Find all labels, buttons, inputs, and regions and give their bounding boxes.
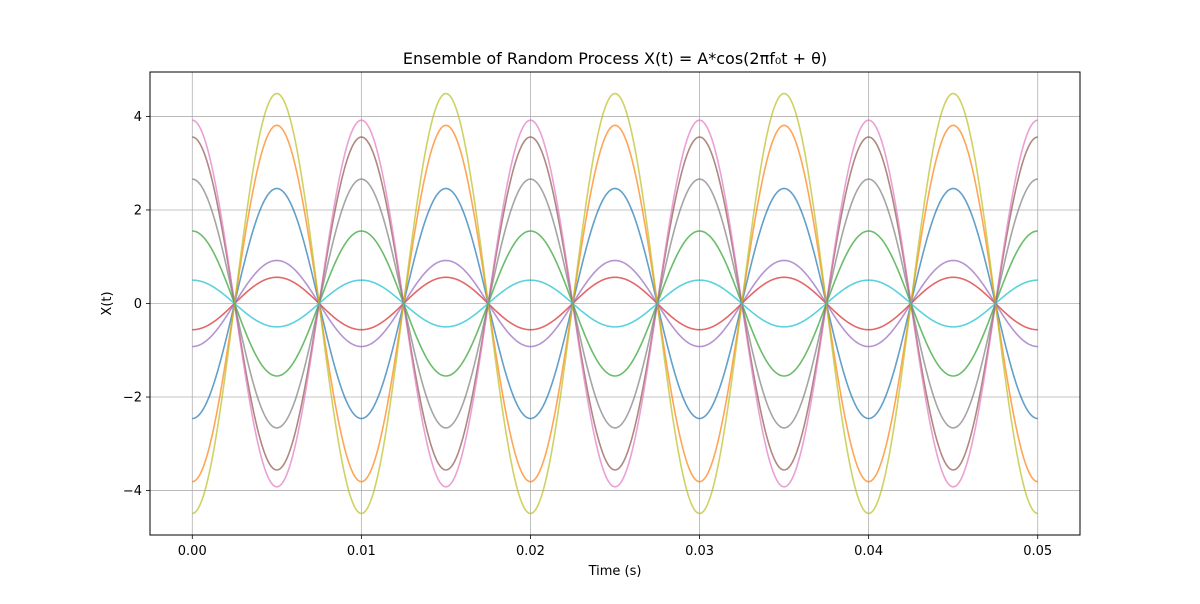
series-line-2 xyxy=(192,124,1038,483)
x-tick-label: 0.03 xyxy=(685,544,714,559)
series-line-3 xyxy=(192,230,1038,377)
series-line-1 xyxy=(192,187,1038,420)
series-line-4 xyxy=(192,276,1038,331)
x-tick-label: 0.01 xyxy=(347,544,376,559)
series-line-5 xyxy=(192,259,1038,348)
axis-ticks: 0.00 0.01 0.02 0.03 0.04 0.05 −4 −2 0 2 4 xyxy=(123,110,1052,559)
series-line-8 xyxy=(192,178,1038,429)
series-line-6 xyxy=(192,136,1038,471)
y-tick-label: 4 xyxy=(134,110,142,125)
x-tick-label: 0.00 xyxy=(178,544,207,559)
series-line-10 xyxy=(192,279,1038,328)
chart-title: Ensemble of Random Process X(t) = A*cos(… xyxy=(403,49,827,68)
y-tick-label: −2 xyxy=(123,391,142,406)
x-axis-label: Time (s) xyxy=(588,564,642,579)
y-tick-label: 0 xyxy=(134,297,142,312)
x-tick-label: 0.05 xyxy=(1023,544,1052,559)
y-axis-label: X(t) xyxy=(100,291,115,315)
y-tick-label: −4 xyxy=(123,484,142,499)
x-tick-label: 0.02 xyxy=(516,544,545,559)
x-tick-label: 0.04 xyxy=(854,544,883,559)
series-line-7 xyxy=(192,119,1038,488)
series-line-9 xyxy=(192,92,1038,515)
y-tick-label: 2 xyxy=(134,203,142,218)
series-group xyxy=(192,92,1038,515)
